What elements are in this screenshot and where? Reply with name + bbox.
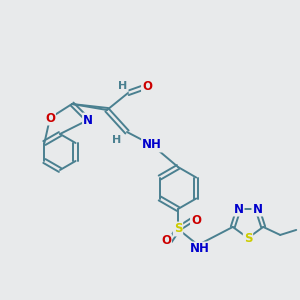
Text: N: N [252,202,262,216]
Text: NH: NH [142,139,162,152]
Text: O: O [142,80,152,94]
Text: NH: NH [190,242,210,256]
Text: O: O [191,214,201,226]
Text: H: H [118,81,127,91]
Text: N: N [234,202,244,216]
Text: N: N [83,113,93,127]
Text: O: O [161,235,171,248]
Text: S: S [174,223,182,236]
Text: H: H [112,135,122,145]
Text: S: S [244,232,252,244]
Text: O: O [45,112,55,124]
